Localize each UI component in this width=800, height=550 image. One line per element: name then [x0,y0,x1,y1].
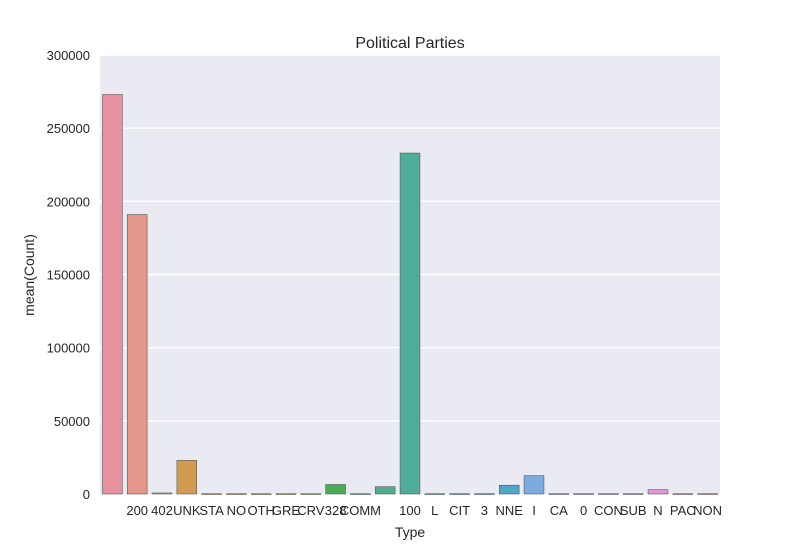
y-tick-label: 0 [83,487,90,502]
x-tick-label: NNE [495,503,523,518]
y-tick-label: 150000 [47,268,90,283]
x-tick-label: CRV [297,503,325,518]
x-tick-label: NON [693,503,722,518]
x-tick-label: L [431,503,438,518]
bar [102,94,123,495]
y-axis-ticks: 0 50000 100000 150000 200000 250000 300000 [47,48,90,502]
y-tick-label: 300000 [47,48,90,63]
x-tick-label: UNK [173,503,201,518]
x-tick-label: OTH [247,503,274,518]
bar [300,493,322,495]
x-tick-label: 328 [325,503,347,518]
x-tick-label: CA [550,503,568,518]
bar [374,486,396,495]
x-tick-label: SUB [620,503,647,518]
bar [226,493,247,495]
bar [474,493,495,495]
bar [672,493,694,495]
x-tick-label: PAC [670,503,696,518]
x-tick-label: CON [594,503,623,518]
bar [424,493,446,495]
bar [325,484,346,495]
x-tick-label: NO [227,503,247,518]
x-tick-label: N [653,503,662,518]
bar [201,493,222,495]
x-tick-label: 100 [399,503,421,518]
x-tick-label: 0 [580,503,587,518]
x-tick-label: CIT [449,503,470,518]
x-tick-label: COMM [340,503,381,518]
bar [697,493,718,495]
x-tick-label: 3 [481,503,488,518]
x-tick-label: STA [199,503,224,518]
bar [498,484,520,495]
x-tick-label: I [532,503,536,518]
bar [598,493,619,495]
bar [250,493,272,495]
chart-title: Political Parties [355,35,464,52]
x-tick-label: GRE [272,503,301,518]
bar [573,493,594,495]
y-tick-label: 100000 [47,341,90,356]
bar [548,493,570,495]
x-tick-label: 402 [151,503,173,518]
bar [399,152,421,495]
bar [176,460,198,495]
bar [523,475,545,495]
bar [151,492,173,495]
bars [102,94,718,495]
bar [350,493,371,495]
y-tick-label: 50000 [54,414,90,429]
bar [647,489,669,495]
y-tick-label: 200000 [47,194,90,209]
bar [275,493,297,495]
x-tick-label: 200 [126,503,148,518]
y-tick-label: 250000 [47,121,90,136]
y-axis-title: mean(Count) [21,234,37,316]
bar [449,493,470,495]
bar [126,214,148,495]
x-axis-title: Type [395,524,426,540]
bar [622,493,644,495]
